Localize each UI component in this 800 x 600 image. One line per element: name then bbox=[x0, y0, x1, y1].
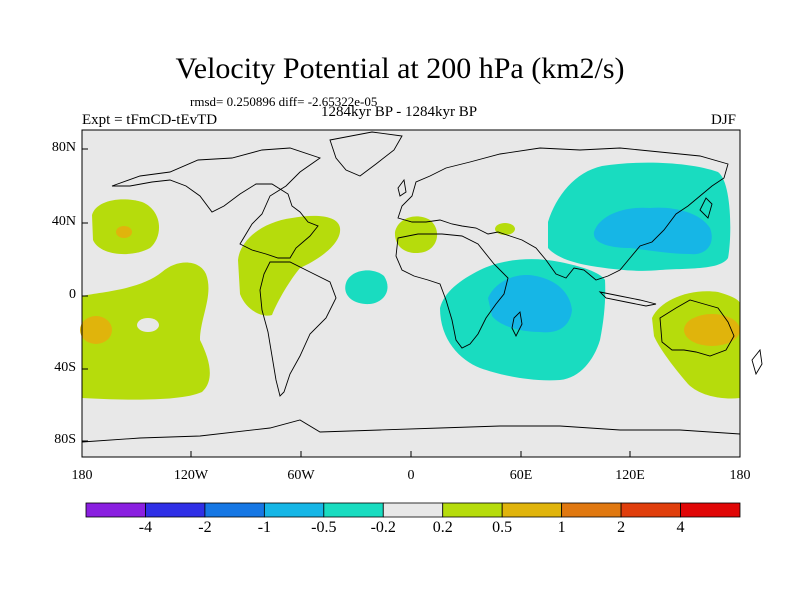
field-south-pacific-core bbox=[80, 316, 112, 344]
field-south-pacific-hole bbox=[137, 318, 159, 332]
coast-north-america bbox=[111, 147, 321, 259]
x-tick-120e: 120E bbox=[615, 468, 645, 483]
colorbar-label: -2 bbox=[198, 519, 212, 536]
field-arabia-positive bbox=[495, 223, 515, 235]
colorbar-swatch bbox=[323, 502, 384, 518]
coast-eurasia bbox=[397, 147, 729, 281]
colorbar-swatch bbox=[501, 502, 563, 518]
colorbar-label: -1 bbox=[257, 519, 272, 536]
field-australia-core bbox=[684, 314, 740, 346]
coast-japan bbox=[699, 197, 713, 219]
colorbar-swatch bbox=[204, 502, 265, 518]
field-indian-ocean-core bbox=[488, 274, 572, 333]
coast-new-zealand bbox=[751, 348, 763, 376]
period-label: 1284kyr BP - 1284kyr BP bbox=[321, 104, 478, 120]
tick-marks bbox=[82, 148, 631, 457]
y-tick-80s: 80S bbox=[54, 432, 76, 447]
y-tick-80n: 80N bbox=[51, 140, 76, 155]
colorbar-swatch bbox=[145, 502, 206, 518]
field-atlantic-negative bbox=[345, 270, 388, 305]
coast-madagascar bbox=[511, 311, 523, 338]
y-tick-0: 0 bbox=[69, 287, 76, 302]
coast-uk bbox=[397, 178, 407, 197]
experiment-label: Expt = tFmCD-tEvTD bbox=[82, 112, 218, 128]
x-tick-180e: 180 bbox=[729, 468, 751, 483]
field-asia-core bbox=[593, 207, 712, 255]
map-title: Velocity Potential at 200 hPa (km2/s) bbox=[175, 52, 625, 85]
x-tick-180w: 180 bbox=[71, 468, 93, 483]
coast-greenland bbox=[329, 131, 403, 177]
colorbar-label: 1 bbox=[557, 519, 566, 536]
colorbar-label: -0.5 bbox=[311, 519, 337, 536]
coast-antarctica bbox=[81, 419, 741, 443]
stats-label: rmsd= 0.250896 diff= -2.65322e-05 bbox=[190, 94, 378, 109]
coast-indonesia bbox=[598, 291, 657, 307]
colorbar-swatch bbox=[263, 502, 325, 518]
field-americas-positive bbox=[238, 215, 341, 316]
x-tick-0: 0 bbox=[407, 468, 415, 483]
colorbar-label: 2 bbox=[617, 519, 626, 536]
x-tick-60e: 60E bbox=[509, 468, 533, 483]
colorbar-label: 0.5 bbox=[492, 519, 513, 536]
coastlines bbox=[81, 131, 763, 443]
colorbar bbox=[85, 502, 741, 518]
y-tick-40n: 40N bbox=[51, 214, 76, 229]
colorbar-label: 4 bbox=[676, 519, 685, 536]
colorbar-label: 0.2 bbox=[432, 519, 453, 536]
colorbar-swatch bbox=[85, 502, 146, 518]
colorbar-swatch bbox=[442, 502, 503, 518]
colorbar-label: -4 bbox=[138, 519, 153, 536]
colorbar-swatch bbox=[620, 502, 681, 518]
coast-south-america bbox=[259, 261, 337, 397]
colorbar-swatch bbox=[561, 502, 622, 518]
x-tick-60w: 60W bbox=[287, 468, 315, 483]
colorbar-swatch bbox=[382, 502, 444, 518]
field-north-pacific-core bbox=[116, 226, 132, 238]
coast-africa bbox=[395, 233, 509, 349]
colorbar-label: -0.2 bbox=[370, 519, 396, 536]
colorbar-swatch bbox=[680, 502, 741, 518]
coast-australia bbox=[659, 299, 735, 357]
anomaly-fields bbox=[80, 162, 740, 400]
season-label: DJF bbox=[711, 112, 737, 128]
x-tick-120w: 120W bbox=[173, 468, 209, 483]
y-tick-40s: 40S bbox=[54, 360, 76, 375]
